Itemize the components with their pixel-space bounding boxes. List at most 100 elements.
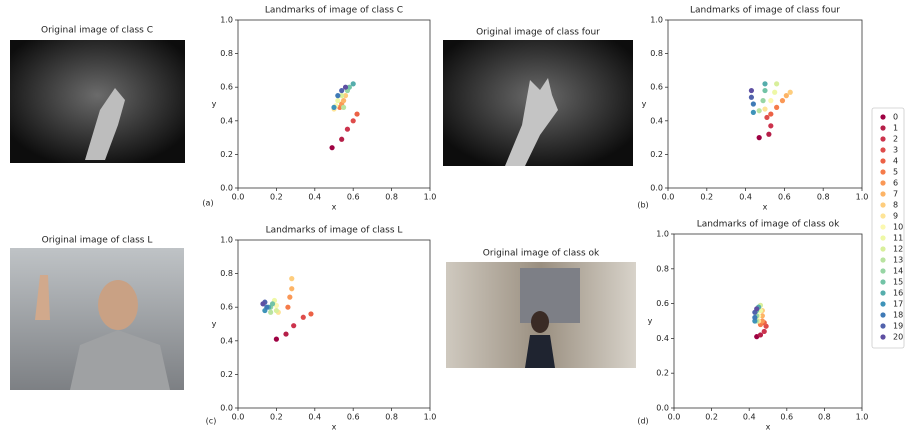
y-tick-label: 0.2 (650, 150, 663, 159)
chart-title: Landmarks of image of class four (690, 6, 840, 16)
x-tick-label: 0.8 (385, 193, 398, 202)
plot-frame (674, 234, 862, 408)
plot-frame (668, 20, 862, 188)
landmark-point (768, 123, 773, 128)
legend-marker (880, 290, 885, 295)
landmark-point (757, 108, 762, 113)
landmark-point (268, 310, 273, 315)
landmark-point (339, 137, 344, 142)
landmark-point (757, 135, 762, 140)
y-axis-label: y (212, 320, 217, 329)
landmark-point (351, 81, 356, 86)
landmark-point (766, 132, 771, 137)
x-tick-label: 0.0 (232, 413, 245, 422)
x-axis-label: x (332, 423, 337, 430)
x-tick-label: 0.4 (743, 413, 756, 422)
x-tick-label: 0.6 (780, 413, 793, 422)
landmark-point (301, 315, 306, 320)
legend-label: 18 (893, 311, 903, 320)
legend-marker (880, 246, 885, 251)
landmark-point (285, 305, 290, 310)
y-axis-label: y (642, 100, 647, 109)
legend-marker (880, 202, 885, 207)
landmark-point (351, 118, 356, 123)
legend-marker (880, 323, 885, 328)
image-title: Original image of class four (476, 28, 600, 38)
photo-c (10, 248, 184, 390)
y-tick-label: 0.6 (656, 299, 669, 308)
legend-marker (880, 268, 885, 273)
legend-label: 13 (893, 256, 903, 265)
landmark-point (283, 331, 288, 336)
landmark-point (291, 323, 296, 328)
landmark-point (749, 95, 754, 100)
x-tick-label: 0.2 (270, 413, 283, 422)
legend-label: 3 (893, 146, 898, 155)
x-tick-label: 1.0 (856, 413, 869, 422)
landmark-point (289, 286, 294, 291)
y-tick-label: 0.0 (220, 184, 233, 193)
x-tick-label: 0.6 (347, 413, 360, 422)
y-tick-label: 0.2 (220, 370, 233, 379)
landmark-point (341, 98, 346, 103)
x-tick-label: 0.8 (817, 193, 830, 202)
legend-marker (880, 279, 885, 284)
legend-label: 10 (893, 223, 903, 232)
legend-marker (880, 125, 885, 130)
y-tick-label: 0.4 (220, 336, 233, 345)
y-tick-label: 0.4 (220, 116, 233, 125)
legend-marker (880, 334, 885, 339)
landmark-point (762, 88, 767, 93)
panel-label: (c) (206, 417, 217, 426)
legend-label: 0 (893, 113, 898, 122)
landmark-point (354, 111, 359, 116)
y-tick-label: 0.8 (650, 49, 663, 58)
landmark-point (752, 315, 757, 320)
y-tick-label: 0.4 (656, 334, 669, 343)
landmark-point (274, 337, 279, 342)
x-tick-label: 0.0 (668, 413, 681, 422)
landmark-point (308, 311, 313, 316)
legend-label: 9 (893, 212, 898, 221)
photo-b (443, 40, 633, 166)
landmark-point (287, 295, 292, 300)
landmark-point (343, 85, 348, 90)
legend-marker (880, 301, 885, 306)
photo-d (446, 262, 636, 368)
landmark-point (774, 105, 779, 110)
y-tick-label: 0.2 (220, 150, 233, 159)
legend-marker (880, 191, 885, 196)
x-tick-label: 0.2 (270, 193, 283, 202)
x-tick-label: 0.6 (778, 193, 791, 202)
y-axis-label: y (212, 100, 217, 109)
image-title: Original image of class L (42, 236, 153, 246)
landmark-point (768, 111, 773, 116)
landmark-point (749, 88, 754, 93)
x-tick-label: 0.2 (705, 413, 718, 422)
plot-frame (238, 240, 430, 408)
y-tick-label: 0.6 (650, 83, 663, 92)
legend-label: 6 (893, 179, 898, 188)
y-tick-label: 0.8 (220, 269, 233, 278)
landmark-point (335, 98, 340, 103)
legend-marker (880, 224, 885, 229)
chart-title: Landmarks of image of class L (266, 226, 403, 236)
landmark-point (774, 81, 779, 86)
landmark-point (751, 110, 756, 115)
panel-label: (b) (637, 201, 648, 210)
legend-label: 4 (893, 157, 898, 166)
chart-title: Landmarks of image of class ok (697, 220, 840, 230)
y-tick-label: 0.6 (220, 303, 233, 312)
panel-label: (a) (202, 199, 213, 208)
landmark-point (260, 301, 265, 306)
x-tick-label: 1.0 (424, 193, 437, 202)
x-axis-label: x (766, 423, 771, 430)
landmark-point (762, 329, 767, 334)
legend-label: 2 (893, 135, 898, 144)
x-axis-label: x (763, 203, 768, 212)
legend-marker (880, 158, 885, 163)
legend-label: 17 (893, 300, 903, 309)
photo-a (10, 40, 185, 163)
landmark-point (762, 81, 767, 86)
x-tick-label: 0.8 (818, 413, 831, 422)
